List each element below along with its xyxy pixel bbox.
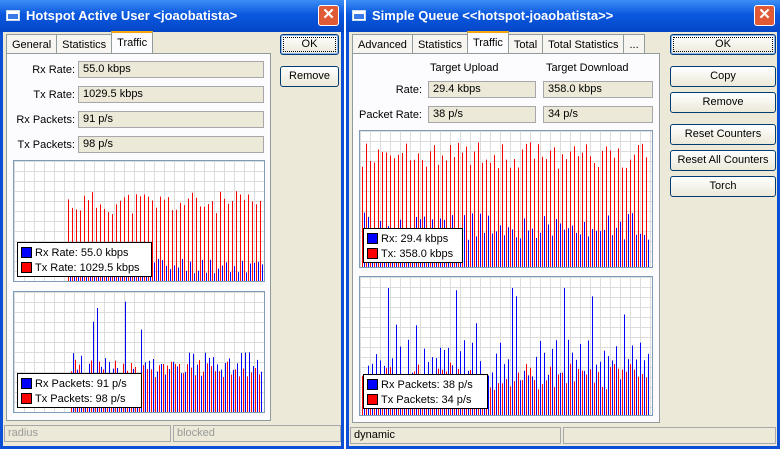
- rate-upload-field: 29.4 kbps: [428, 81, 536, 98]
- packet-rate-download-field: 34 p/s: [543, 106, 653, 123]
- window-icon: [352, 10, 366, 21]
- simple-queue-window: Simple Queue <<hotspot-joaobatista>> ✕ A…: [346, 0, 780, 449]
- tab-statistics[interactable]: Statistics: [56, 34, 113, 54]
- tab-more[interactable]: ...: [623, 34, 645, 54]
- tx-swatch: [367, 394, 378, 405]
- rx-swatch: [21, 378, 32, 389]
- legend-rx-rate-text: Rx Rate: 55.0 kbps: [35, 247, 129, 259]
- legend-tx-rate-text: Tx Rate: 1029.5 kbps: [35, 262, 140, 274]
- copy-button[interactable]: Copy: [670, 66, 776, 87]
- tab-total[interactable]: Total: [507, 34, 544, 54]
- legend-rx-text: Rx: 29.4 kbps: [381, 233, 449, 245]
- reset-all-counters-button[interactable]: Reset All Counters: [670, 150, 776, 171]
- title-bar[interactable]: Simple Queue <<hotspot-joaobatista>> ✕: [346, 0, 780, 32]
- rate-graph: Rx: 29.4 kbps Tx: 358.0 kbps: [359, 130, 653, 268]
- packet-legend: Rx Packets: 91 p/s Tx Packets: 98 p/s: [17, 373, 142, 408]
- window-icon: [6, 10, 20, 21]
- tab-total-statistics[interactable]: Total Statistics: [542, 34, 625, 54]
- legend-tx-packets-text: Tx Packets: 98 p/s: [35, 393, 126, 405]
- tx-packets-field: 98 p/s: [78, 136, 264, 153]
- status-blocked: blocked: [173, 425, 341, 442]
- target-upload-header: Target Upload: [430, 62, 499, 74]
- close-icon[interactable]: ✕: [318, 5, 339, 26]
- tx-rate-field: 1029.5 kbps: [78, 86, 264, 103]
- legend-tx-packets-text: Tx Packets: 34 p/s: [381, 394, 472, 406]
- status-radius: radius: [4, 425, 171, 442]
- torch-button[interactable]: Torch: [670, 176, 776, 197]
- tab-strip: General Statistics Traffic: [6, 31, 154, 54]
- traffic-panel: Rx Rate: 55.0 kbps Tx Rate: 1029.5 kbps …: [6, 53, 271, 421]
- window-title: Hotspot Active User <joaobatista>: [26, 8, 238, 23]
- tx-swatch: [367, 248, 378, 259]
- packet-rate-upload-field: 38 p/s: [428, 106, 536, 123]
- rx-swatch: [367, 233, 378, 244]
- target-download-header: Target Download: [546, 62, 629, 74]
- graph-canvas: [360, 277, 652, 415]
- title-bar[interactable]: Hotspot Active User <joaobatista> ✕: [0, 0, 344, 32]
- legend-tx: Tx: 358.0 kbps: [367, 248, 453, 261]
- tx-rate-label: Tx Rate:: [33, 89, 75, 101]
- legend-rx-rate: Rx Rate: 55.0 kbps: [21, 247, 129, 260]
- tx-packets-label: Tx Packets:: [17, 139, 75, 151]
- packet-graph: Rx Packets: 91 p/s Tx Packets: 98 p/s: [13, 291, 265, 413]
- ok-button[interactable]: OK: [670, 34, 776, 55]
- packet-rate-label: Packet Rate:: [359, 109, 422, 121]
- graph-canvas: [360, 131, 652, 267]
- hotspot-active-user-window: Hotspot Active User <joaobatista> ✕ Gene…: [0, 0, 344, 449]
- legend-rx-packets: Rx Packets: 38 p/s: [367, 379, 473, 392]
- tab-advanced[interactable]: Advanced: [352, 34, 413, 54]
- graph-canvas: [14, 161, 264, 281]
- window-title: Simple Queue <<hotspot-joaobatista>>: [372, 8, 614, 23]
- packet-graph: Rx Packets: 38 p/s Tx Packets: 34 p/s: [359, 276, 653, 416]
- remove-button[interactable]: Remove: [670, 92, 776, 113]
- rate-legend: Rx: 29.4 kbps Tx: 358.0 kbps: [363, 228, 463, 263]
- tab-strip: Advanced Statistics Traffic Total Total …: [352, 31, 645, 54]
- rate-legend: Rx Rate: 55.0 kbps Tx Rate: 1029.5 kbps: [17, 242, 152, 277]
- packet-legend: Rx Packets: 38 p/s Tx Packets: 34 p/s: [363, 374, 488, 409]
- legend-rx: Rx: 29.4 kbps: [367, 233, 448, 246]
- legend-tx-rate: Tx Rate: 1029.5 kbps: [21, 262, 140, 275]
- legend-tx-packets: Tx Packets: 98 p/s: [21, 393, 125, 406]
- tx-swatch: [21, 262, 32, 273]
- legend-tx-text: Tx: 358.0 kbps: [381, 248, 454, 260]
- close-icon[interactable]: ✕: [754, 5, 775, 26]
- traffic-panel: Target Upload Target Download Rate: 29.4…: [352, 53, 660, 423]
- legend-rx-packets: Rx Packets: 91 p/s: [21, 378, 127, 391]
- tab-general[interactable]: General: [6, 34, 58, 54]
- tx-swatch: [21, 393, 32, 404]
- status-dynamic: dynamic: [350, 427, 561, 444]
- tab-statistics[interactable]: Statistics: [411, 34, 468, 54]
- rx-rate-label: Rx Rate:: [32, 64, 75, 76]
- rate-label: Rate:: [395, 84, 422, 96]
- status-secondary: [563, 427, 776, 444]
- legend-tx-packets: Tx Packets: 34 p/s: [367, 394, 471, 407]
- rx-rate-field: 55.0 kbps: [78, 61, 264, 78]
- rx-swatch: [21, 247, 32, 258]
- reset-counters-button[interactable]: Reset Counters: [670, 124, 776, 145]
- rx-swatch: [367, 379, 378, 390]
- rate-graph: Rx Rate: 55.0 kbps Tx Rate: 1029.5 kbps: [13, 160, 265, 282]
- rx-packets-label: Rx Packets:: [16, 114, 75, 126]
- legend-rx-packets-text: Rx Packets: 38 p/s: [381, 379, 473, 391]
- tab-traffic[interactable]: Traffic: [466, 31, 509, 54]
- remove-button[interactable]: Remove: [280, 66, 339, 87]
- ok-button[interactable]: OK: [280, 34, 339, 55]
- rate-download-field: 358.0 kbps: [543, 81, 653, 98]
- tab-traffic[interactable]: Traffic: [111, 31, 154, 54]
- rx-packets-field: 91 p/s: [78, 111, 264, 128]
- legend-rx-packets-text: Rx Packets: 91 p/s: [35, 378, 127, 390]
